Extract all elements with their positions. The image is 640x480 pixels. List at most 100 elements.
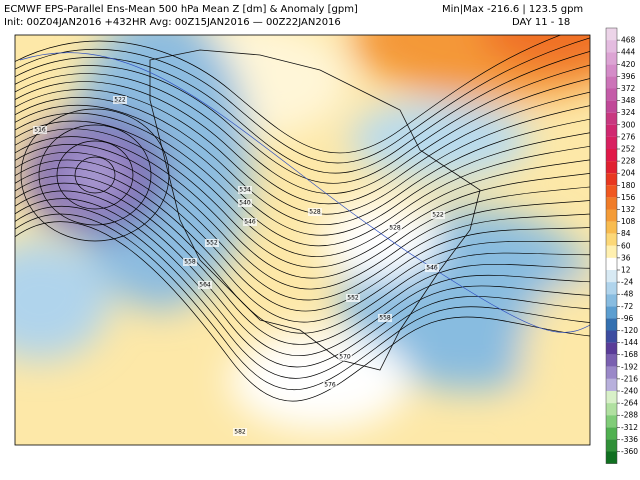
contour-label: 564 (199, 282, 211, 289)
contour-line (15, 159, 590, 312)
colorbar-label: 396 (621, 72, 636, 81)
colorbar-swatch (606, 257, 617, 270)
contour-line (15, 105, 590, 236)
colorbar-label: -48 (621, 290, 633, 299)
colorbar-swatch (606, 112, 617, 125)
contour-line (15, 73, 590, 194)
colorbar-label: 36 (621, 253, 631, 262)
contour-label: 546 (426, 265, 438, 272)
colorbar-label: -336 (621, 435, 638, 444)
colorbar-swatch (606, 149, 617, 162)
colorbar-label: -168 (621, 350, 638, 359)
colorbar-label: -120 (621, 326, 638, 335)
colorbar-swatch (606, 161, 617, 174)
contour-label: 546 (244, 219, 256, 226)
contour-label-bg (431, 211, 445, 219)
colorbar-swatch (606, 64, 617, 77)
colorbar-swatch (606, 451, 617, 464)
contour-label: 516 (34, 127, 46, 134)
colorbar-swatch (606, 173, 617, 186)
coastline (149, 49, 481, 371)
colorbar-swatch (606, 88, 617, 101)
contour-line (15, 113, 590, 247)
colorbar-label: 468 (621, 36, 636, 45)
contour-line (15, 198, 590, 368)
contour-line (15, 151, 590, 301)
colorbar-swatch (606, 366, 617, 379)
contour-line (15, 51, 590, 174)
contour-line (15, 182, 590, 345)
contour-label: 552 (206, 240, 218, 247)
colorbar-label: 180 (621, 181, 636, 190)
colorbar-label: -96 (621, 314, 633, 323)
map: 516 522 528 534 540 546 552 558 564 570 576 582 522 5… (15, 35, 590, 445)
contour-label-bg (238, 186, 252, 194)
colorbar-label: 108 (621, 217, 636, 226)
contour-line (15, 81, 590, 205)
header-days: DAY 11 - 18 (512, 17, 570, 28)
contour-label: 522 (432, 212, 444, 219)
colorbar-swatch (606, 270, 617, 283)
colorbar-label: -192 (621, 362, 638, 371)
colorbar-swatch (606, 136, 617, 149)
contour-line (74, 156, 116, 194)
contour-line (15, 128, 590, 268)
contour-line (15, 136, 590, 279)
colorbar-swatch (606, 100, 617, 113)
contour-label: 558 (184, 259, 196, 266)
colorbar-swatch (606, 197, 617, 210)
map-frame (14, 34, 591, 446)
contour-label-bg (243, 218, 257, 226)
contour-label-bg (233, 428, 247, 436)
contour-label-bg (308, 208, 322, 216)
colorbar-swatch (606, 221, 617, 234)
colorbar-label: -264 (621, 399, 638, 408)
contour-label: 534 (239, 187, 251, 194)
colorbar-label: -144 (621, 338, 638, 347)
contour-line (15, 190, 590, 356)
contour-line (15, 205, 590, 379)
colorbar-label: 132 (621, 205, 636, 214)
colorbar-swatch (606, 318, 617, 331)
colorbar-label: -24 (621, 278, 633, 287)
contour-line (19, 52, 590, 333)
colorbar-swatch (606, 391, 617, 404)
colorbar-swatch (606, 40, 617, 53)
colorbar-label: 324 (621, 108, 636, 117)
contour-label-bg (346, 294, 360, 302)
colorbar-label: 252 (621, 145, 636, 154)
header-title: ECMWF EPS-Parallel Ens-Mean 500 hPa Mean… (4, 4, 358, 15)
colorbar-swatch (606, 294, 617, 307)
colorbar-label: -216 (621, 374, 638, 383)
contour-label: 558 (379, 315, 391, 322)
colorbar-swatch (606, 124, 617, 137)
contour-line (15, 144, 590, 290)
colorbar-label: 348 (621, 96, 636, 105)
contour-label: 552 (347, 295, 359, 302)
contour-label: 576 (324, 382, 336, 389)
contour-label-bg (378, 314, 392, 322)
colorbar-swatch (606, 282, 617, 295)
colorbar-swatch (606, 52, 617, 65)
colorbar-swatch (606, 415, 617, 428)
colorbar-swatch (606, 439, 617, 452)
contour-label-bg (425, 264, 439, 272)
colorbar-label: 12 (621, 266, 631, 275)
contour-label: 528 (389, 225, 401, 232)
colorbar-swatch (606, 330, 617, 343)
contour-line (56, 140, 134, 210)
contour-line (15, 167, 590, 323)
contour-label-bg (33, 126, 47, 134)
colorbar-swatch (606, 306, 617, 319)
contour-label: 528 (309, 209, 321, 216)
header-minmax: Min|Max -216.6 | 123.5 gpm (442, 4, 583, 15)
contour-label-bg (388, 224, 402, 232)
colorbar-label: -240 (621, 387, 638, 396)
colorbar-label: -312 (621, 423, 638, 432)
contour-label-bg (323, 381, 337, 389)
colorbar-label: -72 (621, 302, 633, 311)
colorbar-label: 372 (621, 84, 636, 93)
contour-line (15, 221, 590, 402)
contour-label-bg (183, 258, 197, 266)
